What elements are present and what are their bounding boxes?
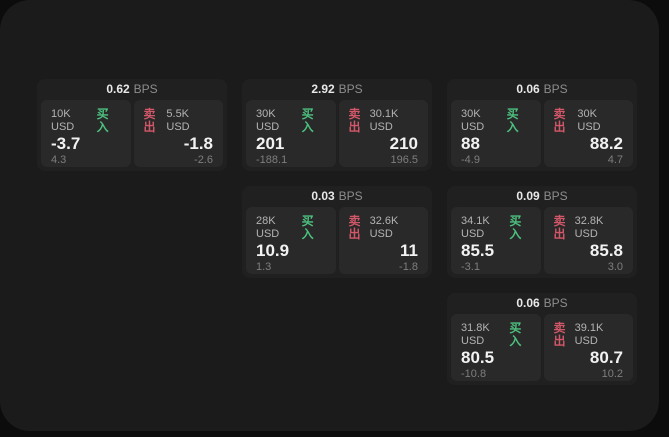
sell-tile[interactable]: 卖出 32.8K USD 85.8 3.0 (543, 207, 633, 274)
buy-delta: 4.3 (51, 154, 67, 166)
sell-notional: 32.6K USD (369, 215, 399, 240)
quote-cards-grid: 0.62 BPS 10K USD 买入 -3.7 4.3 卖出 5.5K USD… (37, 79, 637, 385)
sell-delta: 4.7 (607, 154, 623, 166)
sell-price: 88.2 (589, 134, 623, 153)
bps-value: 2.92 (311, 82, 335, 96)
buy-price: 88 (461, 134, 480, 153)
card-header: 0.62 BPS (41, 79, 223, 100)
buy-delta: -10.8 (461, 368, 487, 380)
buy-price: 10.9 (256, 241, 290, 260)
sell-delta: -2.6 (194, 154, 213, 166)
sell-tile[interactable]: 卖出 39.1K USD 80.7 10.2 (543, 314, 633, 381)
quote-sides: 30K USD 买入 88 -4.9 卖出 30K USD 88.2 4.7 (451, 100, 633, 167)
quote-sides: 30K USD 买入 201 -188.1 卖出 30.1K USD 210 1… (246, 100, 428, 167)
quote-card: 0.03 BPS 28K USD 买入 10.9 1.3 卖出 32.6K US… (242, 186, 432, 278)
quote-sides: 31.8K USD 买入 80.5 -10.8 卖出 39.1K USD 80.… (451, 314, 633, 381)
card-header: 0.09 BPS (451, 186, 633, 207)
card-header: 2.92 BPS (246, 79, 428, 100)
sell-delta: -1.8 (399, 261, 418, 273)
quote-card: 2.92 BPS 30K USD 买入 201 -188.1 卖出 30.1K … (242, 79, 432, 171)
sell-notional: 30.1K USD (369, 108, 399, 133)
sell-price: 210 (389, 134, 418, 153)
buy-label[interactable]: 买入 (96, 107, 109, 134)
buy-tile[interactable]: 31.8K USD 买入 80.5 -10.8 (451, 314, 541, 381)
buy-label[interactable]: 买入 (301, 214, 314, 241)
buy-notional: 34.1K USD (461, 215, 490, 240)
buy-tile[interactable]: 30K USD 买入 201 -188.1 (246, 100, 336, 167)
buy-tile[interactable]: 34.1K USD 买入 85.5 -3.1 (451, 207, 541, 274)
buy-notional: 30K USD (461, 108, 485, 133)
bps-value: 0.62 (106, 82, 130, 96)
quote-sides: 10K USD 买入 -3.7 4.3 卖出 5.5K USD -1.8 -2.… (41, 100, 223, 167)
sell-notional: 5.5K USD (166, 108, 190, 133)
bps-unit-label: BPS (543, 82, 568, 96)
quote-card: 0.09 BPS 34.1K USD 买入 85.5 -3.1 卖出 32.8K… (447, 186, 637, 278)
sell-notional: 30K USD (577, 108, 601, 133)
quote-card: 0.62 BPS 10K USD 买入 -3.7 4.3 卖出 5.5K USD… (37, 79, 227, 171)
quote-sides: 28K USD 买入 10.9 1.3 卖出 32.6K USD 11 -1.8 (246, 207, 428, 274)
buy-label[interactable]: 买入 (509, 214, 522, 241)
quote-card: 0.06 BPS 30K USD 买入 88 -4.9 卖出 30K USD 8… (447, 79, 637, 171)
bps-value: 0.09 (516, 189, 540, 203)
buy-price: 80.5 (461, 348, 495, 367)
buy-label[interactable]: 买入 (506, 107, 519, 134)
card-header: 0.06 BPS (451, 79, 633, 100)
buy-delta: -188.1 (256, 154, 288, 166)
sell-price: 85.8 (589, 241, 623, 260)
quote-card: 0.06 BPS 31.8K USD 买入 80.5 -10.8 卖出 39.1… (447, 293, 637, 385)
sell-tile[interactable]: 卖出 30.1K USD 210 196.5 (338, 100, 428, 167)
sell-price: -1.8 (183, 134, 213, 153)
card-header: 0.06 BPS (451, 293, 633, 314)
sell-label[interactable]: 卖出 (348, 107, 361, 134)
sell-label[interactable]: 卖出 (143, 107, 156, 134)
sell-notional: 32.8K USD (574, 215, 604, 240)
sell-label[interactable]: 卖出 (553, 107, 566, 134)
buy-price: -3.7 (51, 134, 81, 153)
buy-price: 85.5 (461, 241, 495, 260)
sell-price: 80.7 (589, 348, 623, 367)
sell-tile[interactable]: 卖出 32.6K USD 11 -1.8 (338, 207, 428, 274)
sell-tile[interactable]: 卖出 5.5K USD -1.8 -2.6 (133, 100, 223, 167)
bps-unit-label: BPS (543, 189, 568, 203)
sell-delta: 10.2 (601, 368, 623, 380)
sell-notional: 39.1K USD (574, 322, 604, 347)
bps-unit-label: BPS (338, 189, 363, 203)
buy-notional: 31.8K USD (461, 322, 490, 347)
buy-tile[interactable]: 10K USD 买入 -3.7 4.3 (41, 100, 131, 167)
buy-label[interactable]: 买入 (301, 107, 314, 134)
sell-label[interactable]: 卖出 (553, 214, 566, 241)
buy-notional: 10K USD (51, 108, 75, 133)
bps-value: 0.03 (311, 189, 335, 203)
buy-tile[interactable]: 30K USD 买入 88 -4.9 (451, 100, 541, 167)
buy-delta: 1.3 (256, 261, 272, 273)
sell-delta: 196.5 (390, 154, 418, 166)
buy-delta: -3.1 (461, 261, 480, 273)
buy-notional: 28K USD (256, 215, 280, 240)
buy-price: 201 (256, 134, 285, 153)
bps-unit-label: BPS (133, 82, 158, 96)
sell-tile[interactable]: 卖出 30K USD 88.2 4.7 (543, 100, 633, 167)
buy-notional: 30K USD (256, 108, 280, 133)
quote-sides: 34.1K USD 买入 85.5 -3.1 卖出 32.8K USD 85.8… (451, 207, 633, 274)
sell-label[interactable]: 卖出 (553, 321, 566, 348)
buy-delta: -4.9 (461, 154, 480, 166)
bps-unit-label: BPS (543, 296, 568, 310)
card-header: 0.03 BPS (246, 186, 428, 207)
sell-price: 11 (400, 241, 418, 260)
bps-value: 0.06 (516, 82, 540, 96)
sell-delta: 3.0 (607, 261, 623, 273)
sell-label[interactable]: 卖出 (348, 214, 361, 241)
buy-label[interactable]: 买入 (509, 321, 522, 348)
bps-unit-label: BPS (338, 82, 363, 96)
buy-tile[interactable]: 28K USD 买入 10.9 1.3 (246, 207, 336, 274)
bps-value: 0.06 (516, 296, 540, 310)
